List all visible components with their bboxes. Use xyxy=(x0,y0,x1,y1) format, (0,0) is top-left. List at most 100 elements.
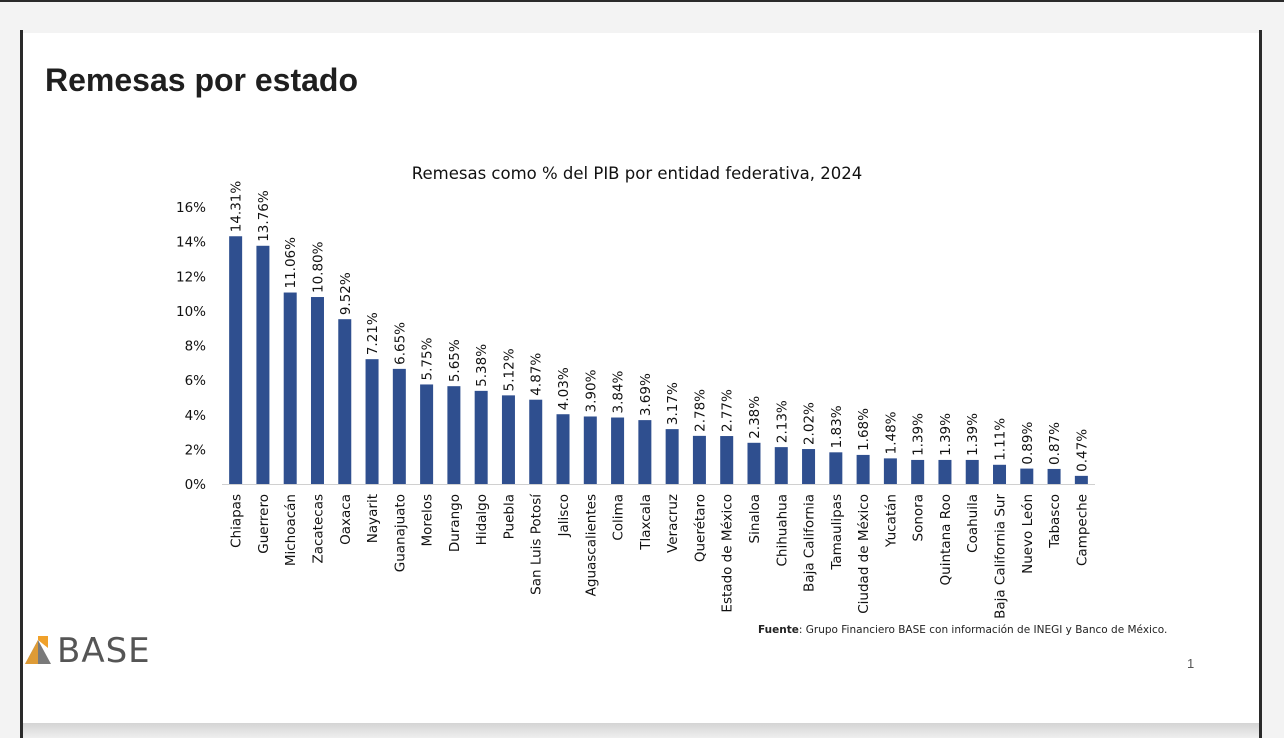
data-label: 4.87% xyxy=(529,353,545,396)
y-tick-label: 6% xyxy=(185,373,207,389)
bar xyxy=(883,458,897,484)
x-tick-label: Colima xyxy=(611,494,627,541)
slide-left-border xyxy=(20,30,23,738)
x-tick-label: Quintana Roo xyxy=(938,494,954,585)
x-tick-label: Morelos xyxy=(420,494,436,547)
data-label: 3.69% xyxy=(638,373,654,416)
data-label: 9.52% xyxy=(338,272,354,315)
data-label: 2.02% xyxy=(802,402,818,445)
bar xyxy=(529,399,543,484)
bar xyxy=(720,436,734,484)
data-label: 4.03% xyxy=(556,367,572,410)
data-label: 1.11% xyxy=(993,418,1009,461)
bar xyxy=(856,454,870,484)
data-label: 5.38% xyxy=(474,344,490,387)
bar xyxy=(583,416,597,484)
x-tick-label: Michoacán xyxy=(283,494,299,566)
bar xyxy=(747,442,761,484)
data-label: 0.87% xyxy=(1047,422,1063,465)
bar xyxy=(474,390,488,484)
x-tick-label: Zacatecas xyxy=(310,494,326,564)
data-label: 1.48% xyxy=(883,411,899,454)
x-tick-label: Coahuila xyxy=(965,494,981,553)
page-number: 1 xyxy=(1187,656,1195,671)
y-tick-label: 16% xyxy=(176,200,206,216)
x-tick-label: Chiapas xyxy=(229,494,245,548)
x-tick-label: San Luis Potosí xyxy=(529,493,545,595)
data-label: 1.83% xyxy=(829,405,845,448)
data-label: 1.39% xyxy=(965,413,981,456)
data-label: 5.75% xyxy=(420,337,436,380)
slide-bottom-shadow xyxy=(23,723,1259,738)
data-label: 1.39% xyxy=(911,413,927,456)
x-tick-label: Querétaro xyxy=(692,494,708,562)
data-label: 11.06% xyxy=(283,237,299,289)
footnote-text: : Grupo Financiero BASE con información … xyxy=(798,624,1168,636)
x-tick-label: Oaxaca xyxy=(338,494,354,545)
x-tick-label: Tamaulipas xyxy=(829,494,845,571)
bar xyxy=(829,452,843,484)
bar xyxy=(965,459,979,484)
x-tick-label: Nayarit xyxy=(365,494,381,543)
y-tick-label: 4% xyxy=(185,408,207,424)
bar xyxy=(774,447,788,484)
data-label: 3.84% xyxy=(611,370,627,413)
bar xyxy=(310,297,324,484)
x-tick-label: Veracruz xyxy=(665,494,681,553)
base-logo: BASE xyxy=(23,630,151,672)
data-label: 3.90% xyxy=(583,369,599,412)
x-tick-label: Ciudad de México xyxy=(856,494,872,614)
y-tick-label: 12% xyxy=(176,269,206,285)
x-tick-label: Campeche xyxy=(1074,494,1090,566)
bar xyxy=(365,359,379,484)
data-label: 3.17% xyxy=(665,382,681,425)
bar xyxy=(665,429,679,484)
data-label: 2.77% xyxy=(720,389,736,432)
bar xyxy=(911,459,925,484)
x-tick-label: Tabasco xyxy=(1047,494,1063,549)
data-label: 2.13% xyxy=(774,400,790,443)
data-label: 0.89% xyxy=(1020,422,1036,465)
x-tick-label: Estado de México xyxy=(720,494,736,613)
data-label: 5.12% xyxy=(501,348,517,391)
y-tick-label: 14% xyxy=(176,235,206,251)
slide xyxy=(23,33,1259,723)
source-footnote: Fuente: Grupo Financiero BASE con inform… xyxy=(758,624,1167,636)
base-logo-icon xyxy=(25,636,51,664)
data-label: 0.47% xyxy=(1074,429,1090,472)
y-tick-label: 10% xyxy=(176,304,206,320)
bar xyxy=(392,368,406,484)
x-tick-label: Jalisco xyxy=(556,494,572,537)
bar xyxy=(938,459,952,484)
x-tick-label: Puebla xyxy=(501,494,517,539)
data-label: 7.21% xyxy=(365,312,381,355)
bar xyxy=(1074,475,1088,484)
data-label: 1.68% xyxy=(856,408,872,451)
base-logo-text: BASE xyxy=(57,631,151,671)
bar xyxy=(993,464,1007,484)
y-tick-label: 2% xyxy=(185,442,207,458)
x-tick-label: Sinaloa xyxy=(747,494,763,543)
y-tick-label: 0% xyxy=(185,477,207,493)
bar xyxy=(256,245,270,484)
data-label: 13.76% xyxy=(256,190,272,242)
slide-title: Remesas por estado xyxy=(45,62,359,98)
x-tick-label: Baja California xyxy=(802,494,818,592)
bar xyxy=(611,417,625,484)
x-tick-label: Tlaxcala xyxy=(638,494,654,551)
data-label: 2.38% xyxy=(747,396,763,439)
footnote-label: Fuente xyxy=(758,624,799,636)
data-label: 6.65% xyxy=(392,322,408,365)
data-label: 14.31% xyxy=(229,181,245,233)
bar xyxy=(556,414,570,484)
x-tick-label: Chihuahua xyxy=(774,494,790,567)
bar xyxy=(1020,468,1034,484)
x-tick-label: Guerrero xyxy=(256,494,272,554)
x-tick-label: Hidalgo xyxy=(474,494,490,545)
bar xyxy=(692,435,706,484)
bar xyxy=(338,319,352,484)
x-tick-label: Guanajuato xyxy=(392,494,408,572)
chart-title: Remesas como % del PIB por entidad feder… xyxy=(412,164,862,183)
data-label: 2.78% xyxy=(692,389,708,432)
